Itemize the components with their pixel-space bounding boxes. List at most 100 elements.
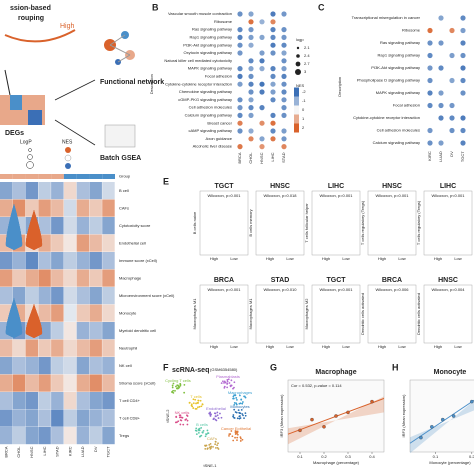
a-text: High	[60, 23, 75, 30]
cell-point	[212, 446, 214, 448]
dot	[281, 73, 287, 79]
plot-title: BRCA	[382, 277, 402, 284]
color-tick: 2	[302, 125, 305, 130]
heat-cell	[51, 287, 64, 305]
heat-cell	[51, 234, 64, 252]
cell-point	[215, 447, 217, 449]
group-label: Group	[119, 174, 131, 179]
cell-point	[177, 385, 180, 388]
cell-point	[175, 387, 178, 390]
heat-cell	[12, 374, 26, 392]
row-label: Immune score (xCell)	[119, 258, 158, 263]
dot	[449, 77, 455, 84]
plot-frame	[199, 284, 249, 344]
heat-cell	[12, 357, 26, 375]
dot	[438, 15, 444, 21]
cluster-label: Macrophages	[228, 390, 252, 395]
cell-point	[236, 433, 239, 436]
cell-point	[188, 401, 191, 404]
dot	[248, 105, 254, 111]
dot	[281, 34, 287, 41]
cell-point	[213, 417, 215, 420]
cell-point	[209, 411, 212, 414]
cell-point	[172, 389, 175, 392]
dot	[460, 127, 466, 134]
x-label: Low	[454, 256, 461, 261]
x-label: Low	[342, 344, 349, 349]
heat-cell	[25, 392, 39, 410]
y-label: Macrophages M1	[192, 298, 197, 330]
cell-point	[210, 445, 213, 448]
heat-cell	[51, 304, 64, 322]
cell-point	[175, 416, 178, 419]
dot	[259, 89, 265, 95]
cell-point	[233, 381, 236, 384]
cell-point	[244, 412, 247, 415]
cell-point	[216, 444, 219, 447]
cell-point	[196, 406, 199, 409]
heat-cell	[63, 392, 77, 410]
dot	[281, 89, 287, 95]
a-text: Functional network	[100, 79, 164, 86]
heat-cell	[38, 374, 51, 392]
size-tick: 2.4	[304, 53, 310, 58]
heat-cell	[38, 427, 51, 445]
colorbar	[294, 87, 299, 97]
cell-point	[234, 436, 236, 439]
col-label: KIRC	[427, 151, 432, 161]
heat-cell	[76, 234, 90, 252]
axis-label: Description	[337, 77, 342, 97]
plot-frame	[423, 284, 473, 344]
heat-cell	[25, 269, 39, 287]
heat-cell	[12, 427, 26, 445]
f-title: scRNA-seq	[172, 367, 209, 374]
panel-letter: H	[392, 362, 399, 372]
x-label: High	[378, 344, 386, 349]
plot-title: TGCT	[326, 277, 346, 284]
row-label: B cell	[119, 188, 129, 193]
dot	[460, 90, 466, 96]
heat-cell	[38, 252, 51, 270]
heat-cell	[89, 217, 102, 235]
heat-cell	[25, 357, 39, 375]
heat-cell	[102, 427, 115, 445]
plot-title: STAD	[271, 277, 290, 284]
x-label: High	[434, 344, 442, 349]
heat-cell	[76, 409, 90, 427]
cell-point	[182, 423, 185, 426]
dot	[270, 73, 276, 79]
x-label: Low	[398, 344, 405, 349]
x-label: tSNE-1	[204, 463, 218, 468]
cell-point	[209, 448, 212, 450]
colorbar	[294, 114, 299, 124]
cell-point	[194, 429, 197, 432]
heat-cell	[76, 287, 90, 305]
heat-cell	[76, 304, 90, 322]
heat-cell	[51, 392, 64, 410]
y-label: tSNE-2	[165, 409, 170, 423]
dot	[427, 90, 433, 96]
a-text: rouping	[18, 15, 44, 22]
dot	[460, 27, 466, 34]
y-label: T cells regulatory (Tregs)	[360, 200, 365, 245]
cell-point	[175, 421, 178, 424]
cell-point	[179, 384, 182, 387]
dot	[248, 42, 254, 48]
point	[298, 428, 302, 433]
row-label: Rap1 signaling pathway	[190, 34, 232, 39]
dot	[237, 66, 243, 72]
row-label: Cytokine-cytokine receptor interaction	[353, 115, 420, 120]
point	[470, 399, 474, 404]
row-label: Ribosome	[402, 28, 421, 33]
cluster-label: NK cells	[175, 410, 190, 415]
col-label: BRCA	[3, 446, 8, 457]
cell-point	[222, 380, 224, 383]
row-label: Microenvironment score (xCell)	[119, 293, 175, 298]
dot	[248, 58, 254, 64]
cell-point	[240, 398, 243, 401]
x-label: Low	[342, 256, 349, 261]
row-label: Neutrophil	[119, 345, 137, 350]
cell-point	[240, 408, 243, 411]
cell-point	[175, 385, 177, 388]
violin	[25, 304, 43, 338]
